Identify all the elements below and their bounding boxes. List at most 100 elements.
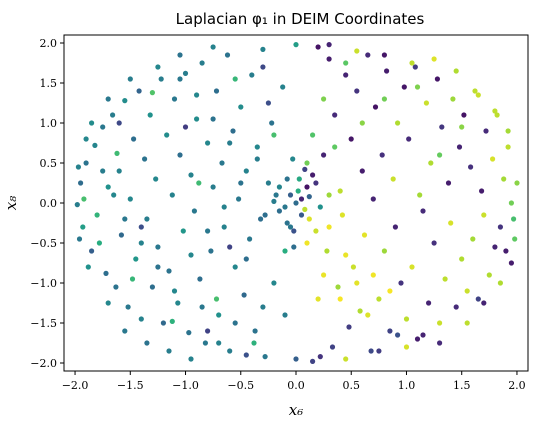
- scatter-point-171: [494, 112, 500, 118]
- scatter-point-269: [100, 168, 106, 174]
- scatter-point-13: [118, 232, 124, 238]
- scatter-point-256: [227, 140, 233, 146]
- scatter-point-262: [216, 340, 222, 346]
- scatter-point-226: [83, 136, 89, 142]
- scatter-point-89: [251, 340, 257, 346]
- scatter-point-24: [149, 284, 155, 290]
- x-tick-label: −0.5: [227, 379, 254, 392]
- scatter-point-125: [368, 348, 374, 354]
- scatter-point-54: [232, 264, 238, 270]
- scatter-point-129: [379, 152, 385, 158]
- scatter-point-161: [468, 164, 474, 170]
- scatter-point-224: [210, 44, 216, 50]
- scatter-point-175: [505, 144, 511, 150]
- scatter-point-114: [337, 188, 343, 194]
- scatter-point-62: [254, 144, 260, 150]
- scatter-point-44: [205, 140, 211, 146]
- scatter-point-159: [461, 112, 467, 118]
- scatter-point-144: [420, 208, 426, 214]
- x-tick-label: 0.0: [287, 379, 305, 392]
- scatter-point-187: [387, 288, 393, 294]
- x-tick-label: −2.0: [62, 379, 89, 392]
- scatter-point-82: [114, 150, 120, 156]
- scatter-point-146: [426, 300, 432, 306]
- scatter-point-40: [194, 116, 200, 122]
- scatter-point-174: [503, 248, 509, 254]
- scatter-point-185: [343, 252, 349, 258]
- scatter-point-238: [497, 280, 503, 286]
- scatter-point-71: [280, 84, 286, 90]
- scatter-point-138: [403, 316, 410, 322]
- scatter-point-142: [414, 336, 421, 342]
- x-tick-label: 1.5: [453, 379, 471, 392]
- scatter-point-61: [252, 328, 258, 334]
- scatter-point-0: [74, 202, 80, 208]
- scatter-point-53: [230, 128, 236, 134]
- scatter-point-251: [238, 180, 244, 186]
- scatter-point-101: [302, 206, 308, 212]
- scatter-point-19: [136, 88, 142, 94]
- scatter-point-131: [384, 68, 390, 74]
- scatter-point-207: [284, 220, 290, 226]
- chart-title: Laplacian φ₁ in DEIM Coordinates: [176, 10, 425, 28]
- scatter-point-149: [434, 76, 440, 82]
- scatter-point-223: [177, 52, 183, 58]
- scatter-point-237: [481, 300, 487, 306]
- scatter-point-96: [205, 328, 211, 334]
- scatter-point-105: [313, 228, 319, 234]
- scatter-point-28: [160, 320, 166, 326]
- scatter-point-132: [387, 328, 393, 334]
- scatter-point-148: [431, 240, 437, 246]
- scatter-point-260: [260, 304, 266, 310]
- scatter-point-124: [365, 52, 371, 58]
- scatter-point-189: [370, 272, 376, 278]
- scatter-point-43: [202, 340, 208, 346]
- scatter-point-80: [81, 196, 87, 202]
- scatter-point-93: [227, 244, 233, 250]
- scatter-point-248: [420, 332, 426, 338]
- scatter-point-10: [110, 112, 116, 118]
- scatter-point-39: [191, 208, 197, 214]
- scatter-point-184: [326, 224, 332, 230]
- scatter-point-245: [343, 356, 349, 362]
- scatter-point-45: [208, 248, 214, 254]
- scatter-point-242: [381, 52, 387, 58]
- scatter-point-172: [497, 224, 503, 230]
- scatter-point-4: [89, 248, 95, 254]
- scatter-point-69: [273, 192, 279, 198]
- scatter-point-123: [361, 232, 368, 238]
- scatter-point-214: [302, 166, 308, 172]
- scatter-point-98: [265, 100, 271, 106]
- scatter-point-117: [346, 324, 352, 330]
- scatter-point-116: [343, 72, 349, 78]
- scatter-point-263: [199, 304, 205, 310]
- scatter-point-140: [409, 264, 415, 270]
- scatter-point-166: [481, 212, 487, 218]
- scatter-point-170: [492, 244, 498, 250]
- scatter-point-51: [224, 52, 231, 58]
- scatter-point-176: [508, 200, 514, 206]
- scatter-point-108: [321, 152, 327, 158]
- scatter-point-198: [437, 152, 443, 158]
- y-axis-label: x₈: [2, 196, 20, 210]
- scatter-point-48: [216, 312, 222, 318]
- scatter-point-20: [138, 316, 144, 322]
- scatter-point-112: [332, 112, 338, 118]
- scatter-point-38: [188, 172, 194, 178]
- scatter-point-180: [304, 240, 310, 246]
- scatter-point-103: [306, 216, 312, 222]
- scatter-point-188: [315, 296, 321, 302]
- scatter-point-59: [247, 236, 253, 242]
- scatter-point-68: [271, 280, 277, 286]
- scatter-point-111: [329, 344, 336, 350]
- scatter-point-134: [392, 224, 398, 230]
- scatter-point-155: [450, 96, 456, 102]
- scatter-point-5: [92, 142, 98, 148]
- scatter-point-130: [381, 248, 387, 254]
- y-tick-label: 2.0: [40, 37, 58, 50]
- scatter-point-33: [175, 300, 181, 306]
- scatter-point-218: [166, 348, 172, 354]
- scatter-point-215: [105, 300, 111, 306]
- scatter-point-261: [232, 320, 238, 326]
- scatter-point-221: [127, 76, 133, 82]
